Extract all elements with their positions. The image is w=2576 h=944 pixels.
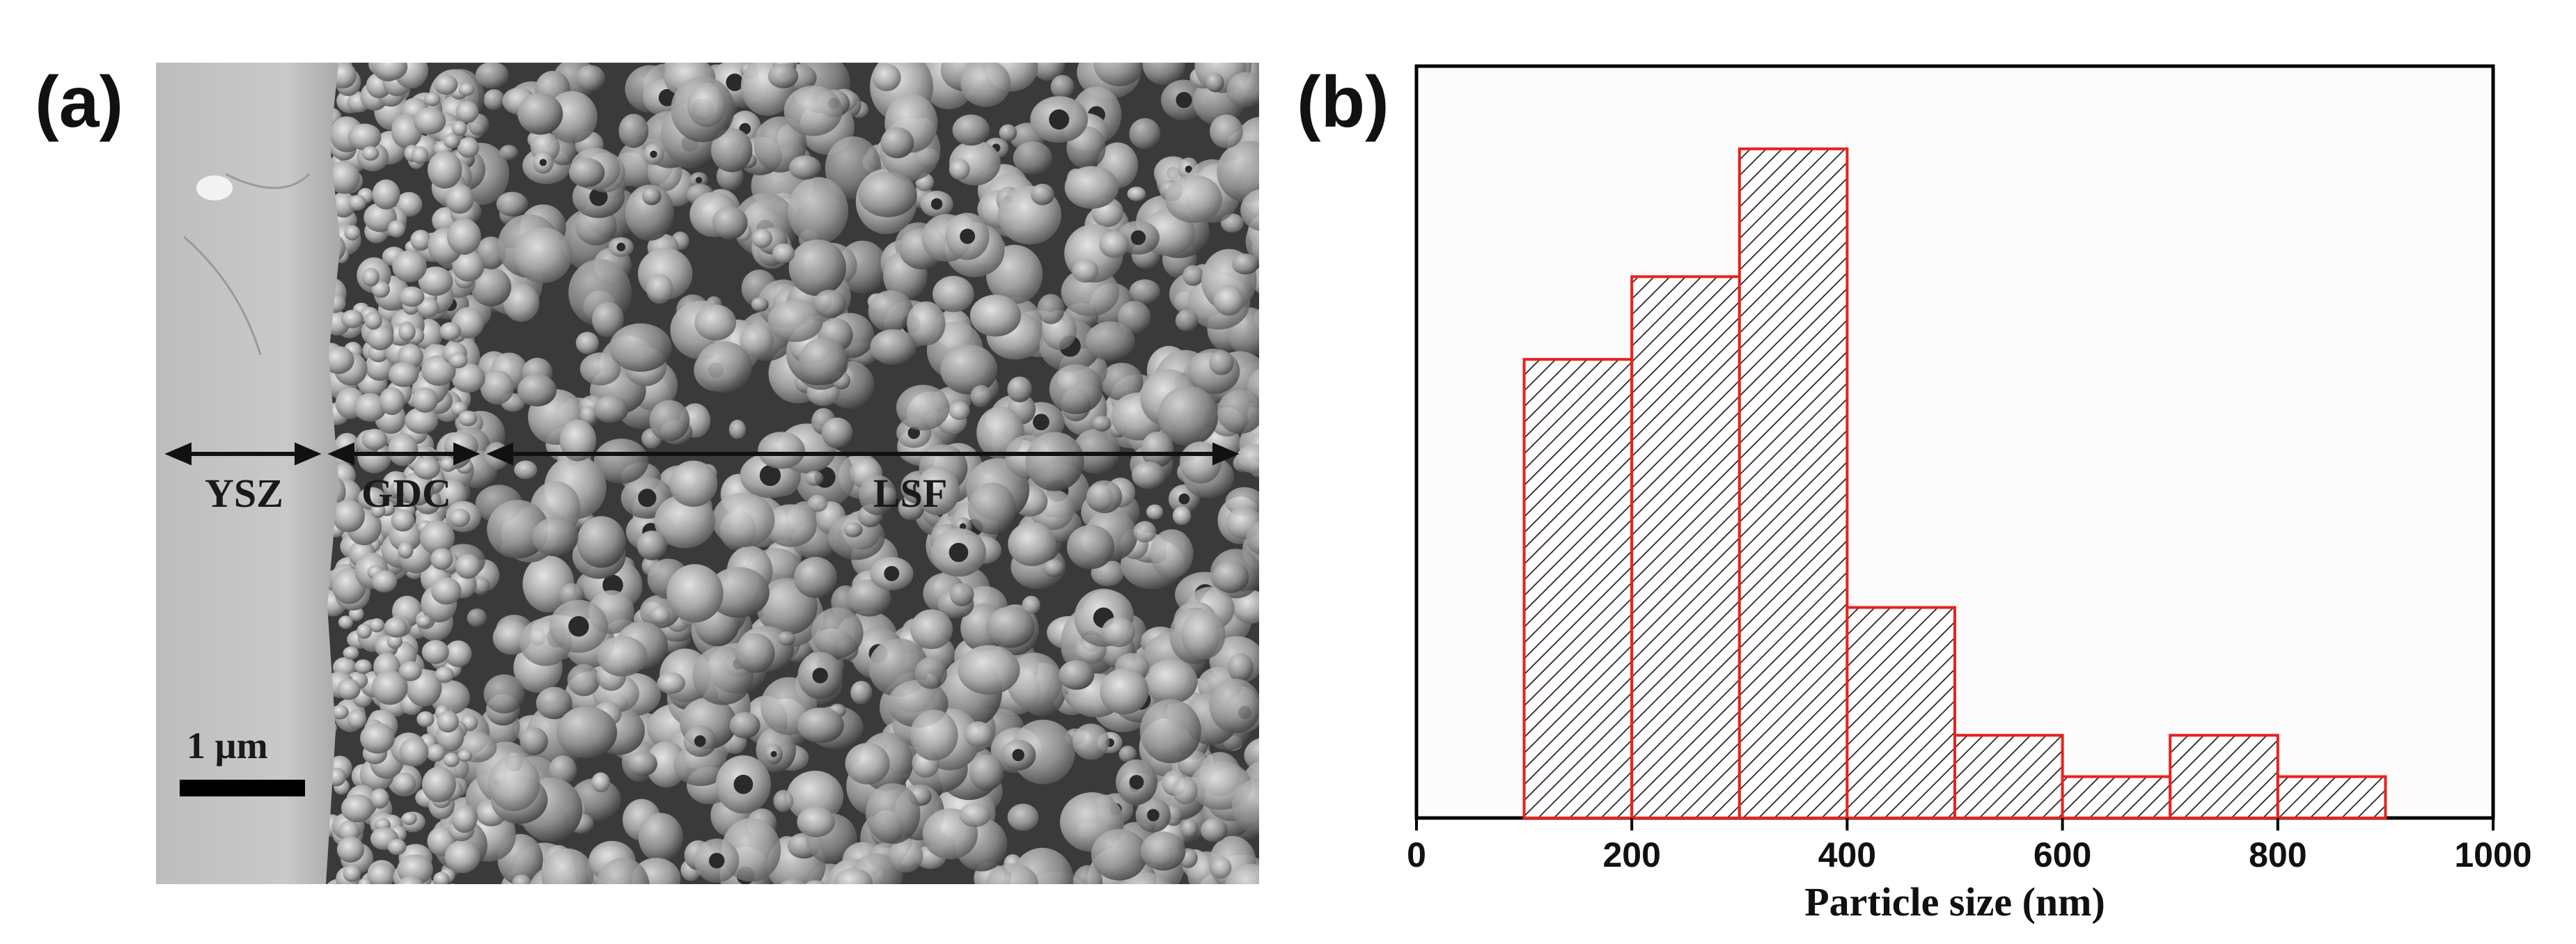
histogram-bar-0 bbox=[1522, 358, 1634, 819]
particle-size-histogram: 0 200 400 600 800 1000 Particle size (nm) bbox=[1407, 64, 2532, 925]
histogram-bar-6 bbox=[2169, 734, 2279, 820]
layer-dimension-arrows bbox=[164, 442, 1240, 466]
histogram-bar-5 bbox=[2061, 775, 2172, 819]
lsf-label: LSF bbox=[873, 471, 948, 516]
x-tick-label-5: 1000 bbox=[2454, 835, 2531, 874]
sem-image bbox=[156, 63, 1259, 884]
ysz-label: YSZ bbox=[205, 471, 283, 516]
histogram-bar-4 bbox=[1953, 734, 2064, 820]
scale-bar bbox=[180, 780, 305, 796]
histogram-bar-1 bbox=[1630, 275, 1741, 819]
x-tick-label-1: 200 bbox=[1602, 835, 1660, 874]
histogram-bar-2 bbox=[1738, 147, 1849, 820]
x-axis-title: Particle size (nm) bbox=[1804, 879, 2105, 925]
x-tick-label-3: 600 bbox=[2034, 835, 2091, 874]
gdc-label: GDC bbox=[361, 471, 451, 516]
panel-label-b: (b) bbox=[1297, 62, 1389, 143]
x-tick-label-2: 400 bbox=[1818, 835, 1876, 874]
histogram-bar-3 bbox=[1845, 606, 1957, 819]
x-tick-label-0: 0 bbox=[1407, 835, 1426, 874]
panel-label-a: (a) bbox=[35, 62, 124, 143]
sem-micrograph: YSZ GDC LSF 1 µm bbox=[156, 63, 1259, 884]
x-tick-label-4: 800 bbox=[2249, 835, 2306, 874]
ysz-layer bbox=[156, 63, 341, 884]
histogram-bar-7 bbox=[2276, 775, 2387, 819]
scale-bar-label: 1 µm bbox=[187, 725, 268, 766]
